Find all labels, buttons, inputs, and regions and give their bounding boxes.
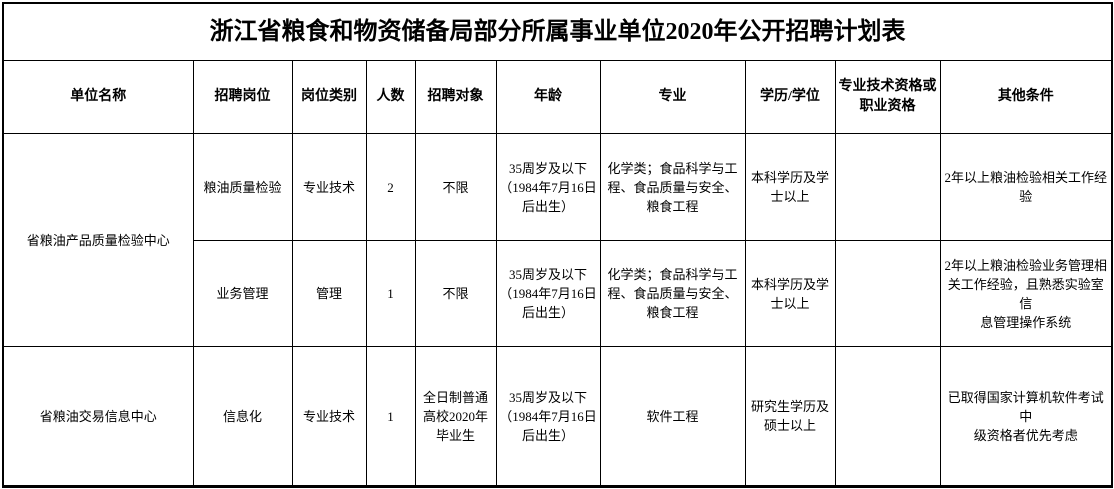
cell-r1-headcount: 2	[365, 133, 416, 241]
table-row: 省粮油交易信息中心 信息化 专业技术 1 全日制普通 高校2020年 毕业生 3…	[2, 346, 1113, 487]
cell-r2-education: 本科学历及学 士以上	[744, 240, 836, 347]
cell-r1-qualification	[834, 133, 941, 241]
cell-r1-other: 2年以上粮油检验相关工作经 验	[939, 133, 1113, 241]
cell-r2-category: 管理	[291, 240, 367, 347]
cell-r1-position: 粮油质量检验	[192, 133, 293, 241]
cell-r2-other: 2年以上粮油检验业务管理相 关工作经验，且熟悉实验室信 息管理操作系统	[939, 240, 1113, 347]
col-header-education: 学历/学位	[744, 60, 836, 134]
col-header-age: 年龄	[495, 60, 601, 134]
cell-r1-education: 本科学历及学 士以上	[744, 133, 836, 241]
cell-r1-age: 35周岁及以下 （1984年7月16日 后出生）	[495, 133, 601, 241]
col-header-position: 招聘岗位	[192, 60, 293, 134]
cell-unit-quality-center: 省粮油产品质量检验中心	[2, 133, 194, 347]
col-header-headcount: 人数	[365, 60, 416, 134]
cell-r2-headcount: 1	[365, 240, 416, 347]
cell-r3-major: 软件工程	[599, 346, 746, 487]
cell-r3-category: 专业技术	[291, 346, 367, 487]
cell-r3-qualification	[834, 346, 941, 487]
cell-r3-headcount: 1	[365, 346, 416, 487]
col-header-target: 招聘对象	[414, 60, 497, 134]
page-title: 浙江省粮食和物资储备局部分所属事业单位2020年公开招聘计划表	[2, 2, 1113, 61]
cell-r3-age: 35周岁及以下 （1984年7月16日 后出生）	[495, 346, 601, 487]
table-row: 省粮油产品质量检验中心 粮油质量检验 专业技术 2 不限 35周岁及以下 （19…	[2, 133, 1113, 347]
cell-r3-other: 已取得国家计算机软件考试中 级资格者优先考虑	[939, 346, 1113, 487]
col-header-category: 岗位类别	[291, 60, 367, 134]
cell-r1-target: 不限	[414, 133, 497, 241]
table-row: 业务管理 管理 1 不限 35周岁及以下 （1984年7月16日 后出生） 化学…	[3, 240, 1113, 347]
cell-r3-education: 研究生学历及 硕士以上	[744, 346, 836, 487]
column-header-row: 单位名称 招聘岗位 岗位类别 人数 招聘对象 年龄 专业 学历/学位 专业技术资…	[2, 60, 1113, 134]
cell-r2-qualification	[834, 240, 941, 347]
title-row: 浙江省粮食和物资储备局部分所属事业单位2020年公开招聘计划表	[2, 2, 1113, 61]
cell-unit-trade-info-center: 省粮油交易信息中心	[2, 346, 194, 487]
cell-r3-position: 信息化	[192, 346, 293, 487]
col-header-unit: 单位名称	[2, 60, 194, 134]
col-header-major: 专业	[599, 60, 746, 134]
col-header-qualification: 专业技术资格或 职业资格	[834, 60, 941, 134]
cell-r3-target: 全日制普通 高校2020年 毕业生	[414, 346, 497, 487]
cell-r1-major: 化学类；食品科学与工 程、食品质量与安全、 粮食工程	[599, 133, 746, 241]
cell-r2-target: 不限	[414, 240, 497, 347]
cell-r2-age: 35周岁及以下 （1984年7月16日 后出生）	[495, 240, 601, 347]
col-header-other: 其他条件	[939, 60, 1113, 134]
cell-r2-position: 业务管理	[192, 240, 293, 347]
cell-r1-category: 专业技术	[291, 133, 367, 241]
cell-r2-major: 化学类；食品科学与工 程、食品质量与安全、 粮食工程	[599, 240, 746, 347]
